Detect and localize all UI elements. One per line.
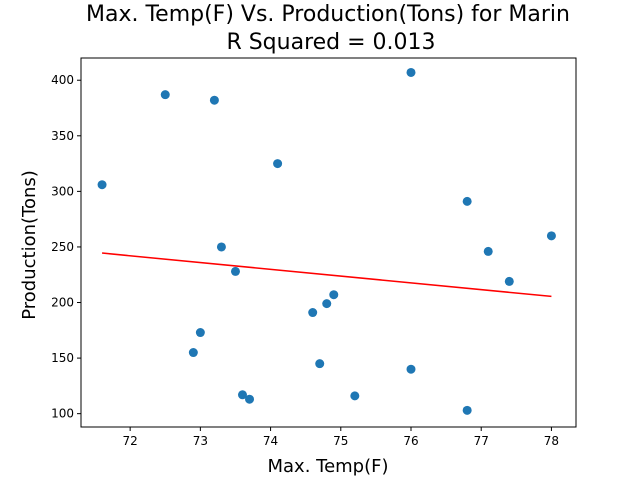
x-axis-label: Max. Temp(F) bbox=[267, 456, 388, 477]
data-point bbox=[462, 196, 472, 206]
data-point bbox=[195, 328, 205, 338]
data-point bbox=[308, 308, 318, 318]
data-point bbox=[209, 95, 219, 105]
data-point bbox=[329, 290, 339, 300]
data-point bbox=[97, 180, 107, 190]
x-tick-label: 76 bbox=[403, 434, 418, 448]
x-tick-label: 73 bbox=[193, 434, 208, 448]
data-point bbox=[273, 159, 283, 169]
x-tick-label: 77 bbox=[474, 434, 489, 448]
data-point bbox=[188, 348, 198, 358]
data-point bbox=[406, 67, 416, 77]
data-point bbox=[245, 394, 255, 404]
y-tick-label: 100 bbox=[51, 407, 74, 421]
y-tick-label: 150 bbox=[51, 351, 74, 365]
x-tick-label: 74 bbox=[263, 434, 278, 448]
data-point bbox=[350, 391, 360, 401]
y-axis-label: Production(Tons) bbox=[19, 170, 40, 320]
y-tick-label: 350 bbox=[51, 129, 74, 143]
data-point bbox=[315, 359, 325, 369]
data-point bbox=[322, 299, 332, 309]
y-tick-label: 200 bbox=[51, 296, 74, 310]
chart-title: Max. Temp(F) Vs. Production(Tons) for Ma… bbox=[86, 2, 570, 27]
x-tick-label: 75 bbox=[333, 434, 348, 448]
y-tick-label: 300 bbox=[51, 184, 74, 198]
axes-frame bbox=[80, 57, 577, 428]
x-tick-label: 72 bbox=[123, 434, 138, 448]
data-point bbox=[483, 246, 493, 256]
x-tick-label: 78 bbox=[544, 434, 559, 448]
y-tick-label: 250 bbox=[51, 240, 74, 254]
plot-area: 72 73 74 75 76 77 78 100 150 200 250 300 350 400 bbox=[51, 67, 559, 448]
data-point bbox=[160, 90, 170, 100]
y-tick-label: 400 bbox=[51, 73, 74, 87]
data-point bbox=[406, 364, 416, 374]
data-point bbox=[216, 242, 226, 252]
data-point bbox=[230, 266, 240, 276]
regression-line bbox=[101, 252, 552, 298]
data-point bbox=[237, 390, 247, 400]
data-point bbox=[462, 405, 472, 415]
data-point bbox=[504, 276, 514, 286]
chart-subtitle: R Squared = 0.013 bbox=[226, 30, 435, 55]
data-point bbox=[546, 231, 556, 241]
